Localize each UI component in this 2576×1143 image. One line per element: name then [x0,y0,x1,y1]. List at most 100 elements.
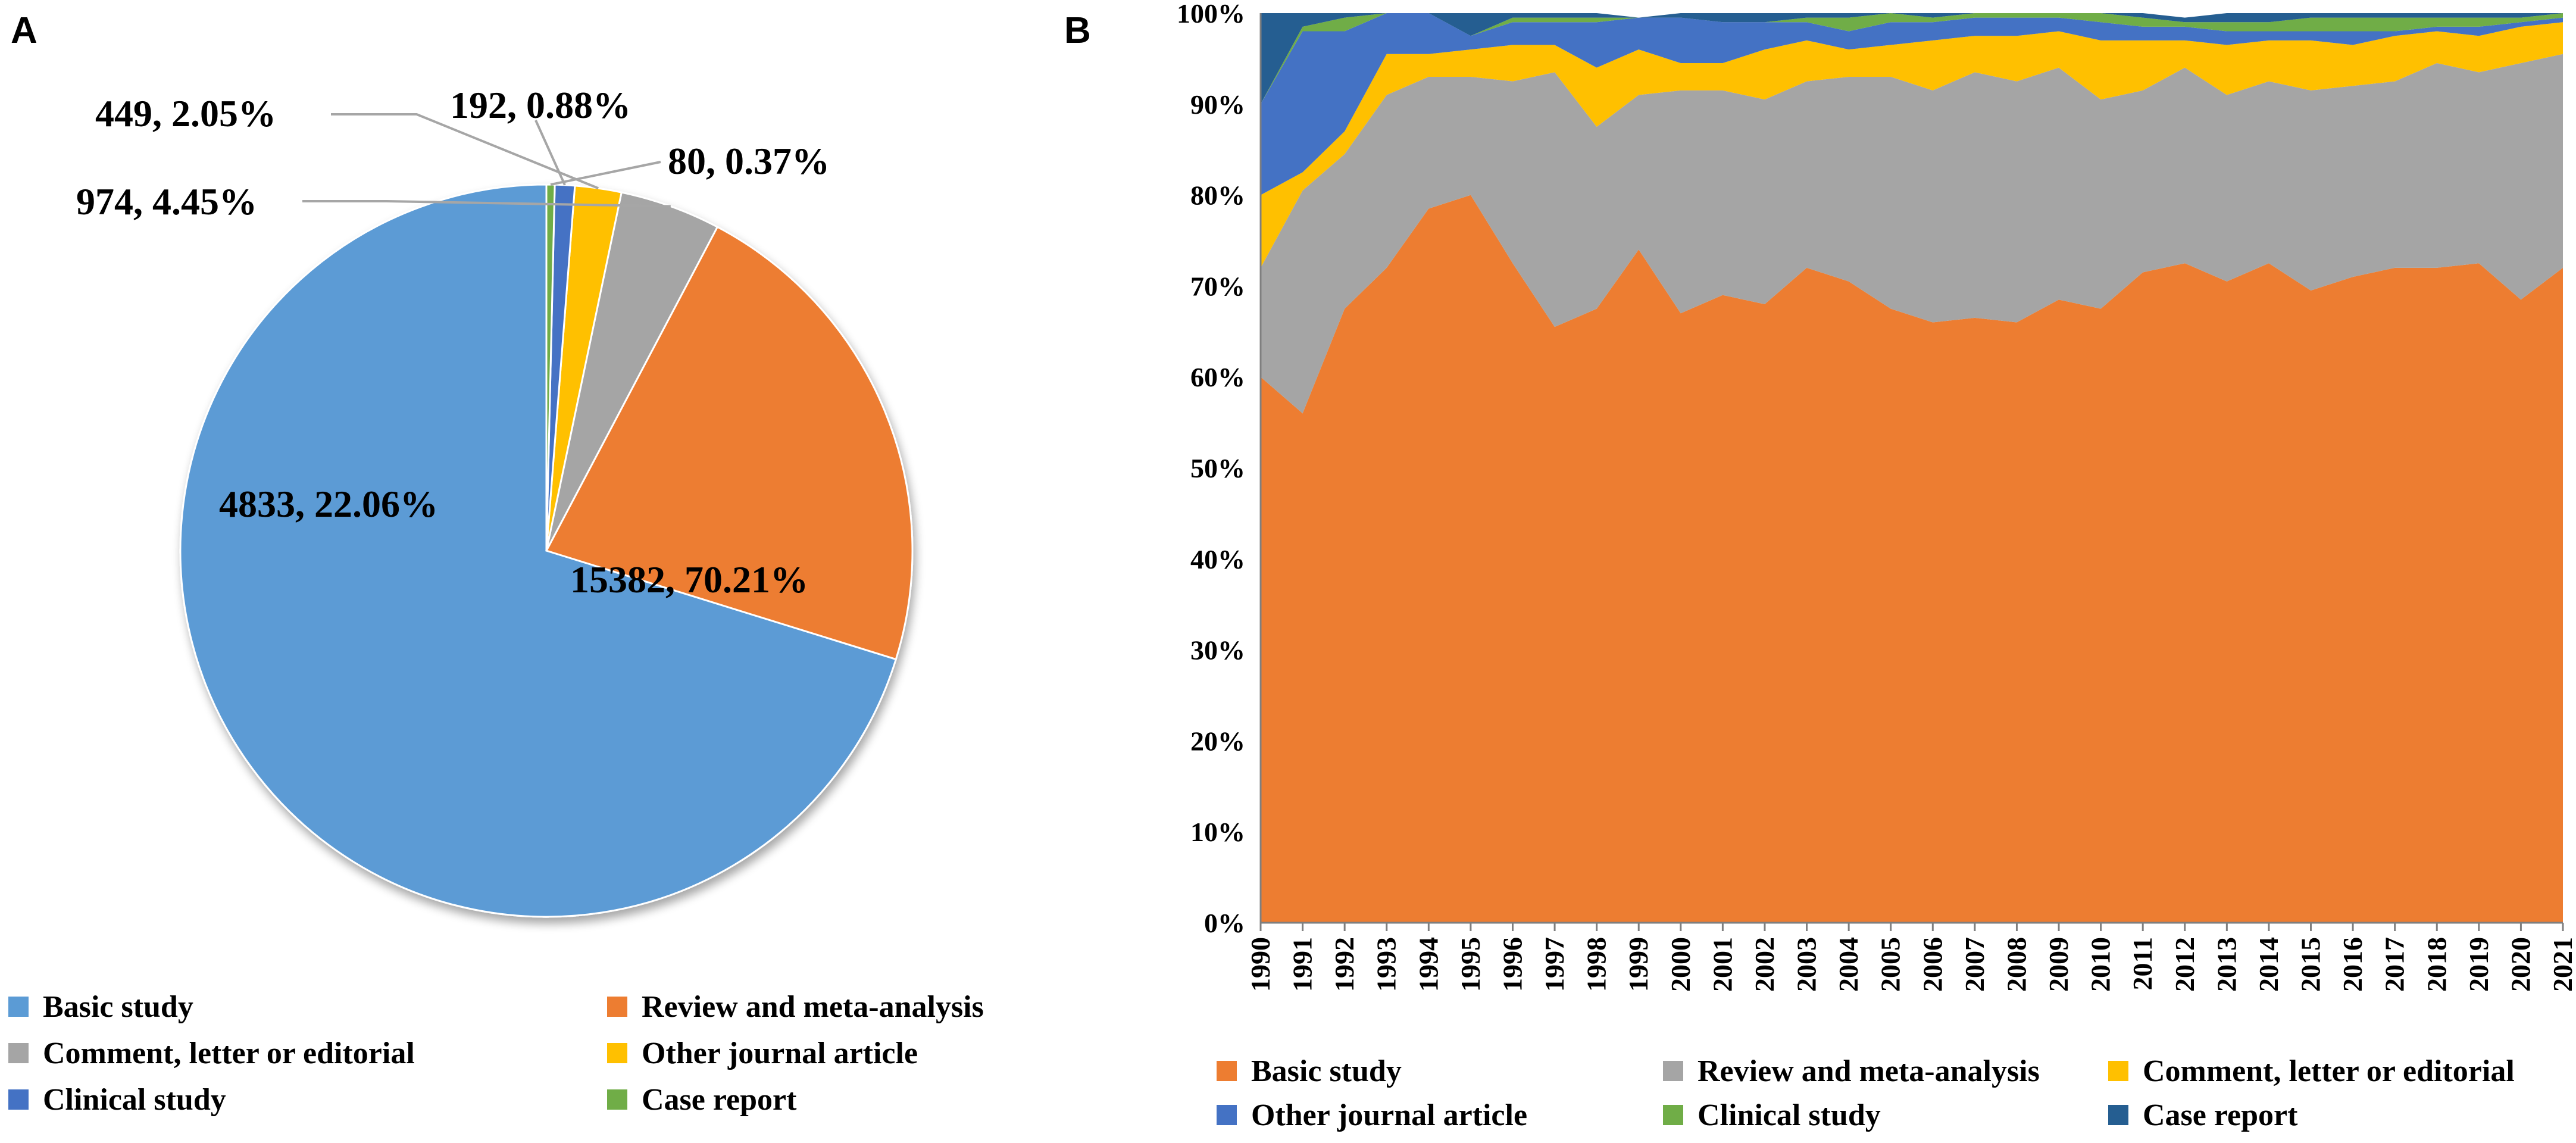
y-tick-label: 20% [1190,726,1245,756]
x-tick-labels: 1990 1991 1992 1993 1994 1995 1996 1997 1998 1999… [1245,937,2576,992]
y-tick-label: 10% [1190,817,1245,847]
x-tick-label: 1993 [1371,937,1402,992]
leader-line-comment [302,200,671,208]
x-tick-label: 2011 [2127,937,2158,990]
x-tick-label: 2004 [1833,937,1864,992]
x-tick-label: 2019 [2464,937,2494,992]
y-tick-label: 80% [1190,180,1245,211]
pie-label-basic: 15382, 70.21% [570,558,808,601]
x-tick-label: 2021 [2547,937,2576,992]
x-tick-label: 2002 [1749,937,1780,992]
area-series-comment [1261,22,2563,268]
legend-label: Other journal article [1251,1098,1527,1132]
x-tick-label: 1994 [1413,937,1443,992]
area-series-other [1261,13,2563,195]
y-tick-label: 90% [1190,89,1245,120]
pie-label-comment: 974, 4.45% [76,180,257,223]
legend-item: Case report [2108,1098,2298,1132]
legend-item: Comment, letter or editorial [2108,1054,2515,1088]
x-tick-label: 1992 [1329,937,1359,992]
legend-swatch-basic [8,997,29,1017]
x-tick-label: 1991 [1287,937,1318,992]
y-tick-label: 30% [1190,635,1245,666]
legend-swatch-comment [8,1043,29,1063]
legend-swatch-other [607,1043,627,1063]
legend-swatch-review [1663,1061,1683,1081]
legend-swatch-case [2108,1105,2128,1125]
legend-label: Review and meta-analysis [642,990,984,1024]
pie-label-review: 4833, 22.06% [219,483,438,525]
legend-label: Comment, letter or editorial [2143,1054,2515,1088]
legend-label: Review and meta-analysis [1697,1054,2040,1088]
legend-swatch-clinical [1663,1105,1683,1125]
legend-swatch-clinical [8,1089,29,1110]
leader-line-clinical [534,120,566,186]
legend-label: Other journal article [642,1036,918,1070]
legend-item: Case report [607,1083,797,1117]
legend-label: Case report [2143,1098,2298,1132]
area-series-basic [1261,195,2563,923]
legend-item: Review and meta-analysis [607,990,984,1024]
x-tick-label: 2013 [2211,937,2242,992]
x-tick-label: 2009 [2043,937,2074,992]
y-tick-label: 0% [1204,908,1245,938]
x-tick-marks [1259,923,2564,931]
x-tick-label: 2000 [1665,937,1696,992]
x-tick-label: 2001 [1707,937,1737,992]
legend-item: Other journal article [607,1036,918,1070]
x-tick-label: 1998 [1581,937,1612,992]
legend-swatch-review [607,997,627,1017]
x-tick-label: 2018 [2421,937,2452,992]
legend-pie: Basic study Review and meta-analysis Com… [8,990,984,1117]
x-tick-label: 2016 [2337,937,2368,992]
x-tick-label: 2003 [1792,937,1822,992]
legend-label: Clinical study [43,1083,226,1117]
legend-item: Clinical study [1663,1098,1881,1132]
legend-label: Basic study [43,990,193,1024]
panel-letter-a: A [11,10,37,51]
x-tick-label: 1990 [1245,937,1276,992]
panel-letter-b: B [1064,10,1091,51]
legend-item: Comment, letter or editorial [8,1036,415,1070]
leader-line-other [331,113,599,190]
y-tick-label: 60% [1190,362,1245,392]
legend-item: Basic study [1217,1054,1402,1088]
pie-slice-review [545,226,914,661]
legend-item: Other journal article [1217,1098,1527,1132]
legend-item: Basic study [8,990,193,1024]
pie-leader-lines [302,113,671,208]
legend-swatch-case [607,1089,627,1110]
area-series-clinical [1261,13,2563,104]
x-tick-label: 1997 [1539,937,1570,992]
legend-label: Basic study [1251,1054,1402,1088]
y-tick-label: 100% [1177,0,1245,29]
x-tick-label: 1996 [1497,937,1527,992]
legend-label: Case report [642,1083,797,1117]
pie-label-other: 449, 2.05% [95,92,276,135]
x-tick-label: 2006 [1917,937,1947,992]
legend-item: Clinical study [8,1083,226,1117]
pie-label-case: 80, 0.37% [668,140,830,182]
x-tick-label: 2020 [2505,937,2536,992]
pie-slice-basic [179,183,898,918]
x-tick-label: 2015 [2296,937,2326,992]
x-tick-label: 1999 [1623,937,1653,992]
legend-area: Basic study Review and meta-analysis Com… [1217,1054,2515,1132]
pie-chart [179,183,914,918]
leader-line-case [550,161,661,186]
x-tick-label: 2014 [2253,937,2284,992]
area-chart: 0%10%20%30%40%50%60%70%80%90%100% 1990 19… [1177,0,2576,992]
legend-swatch-comment [2108,1061,2128,1081]
legend-label: Comment, letter or editorial [43,1036,415,1070]
legend-swatch-basic [1217,1061,1237,1081]
y-tick-label: 50% [1190,453,1245,483]
x-tick-label: 2012 [2169,937,2200,992]
y-tick-label: 70% [1190,271,1245,301]
pie-label-clinical: 192, 0.88% [450,84,631,126]
x-tick-label: 2007 [1959,937,1990,992]
x-tick-label: 2005 [1875,937,1906,992]
legend-label: Clinical study [1697,1098,1881,1132]
legend-swatch-other [1217,1105,1237,1125]
x-tick-label: 1995 [1455,937,1486,992]
